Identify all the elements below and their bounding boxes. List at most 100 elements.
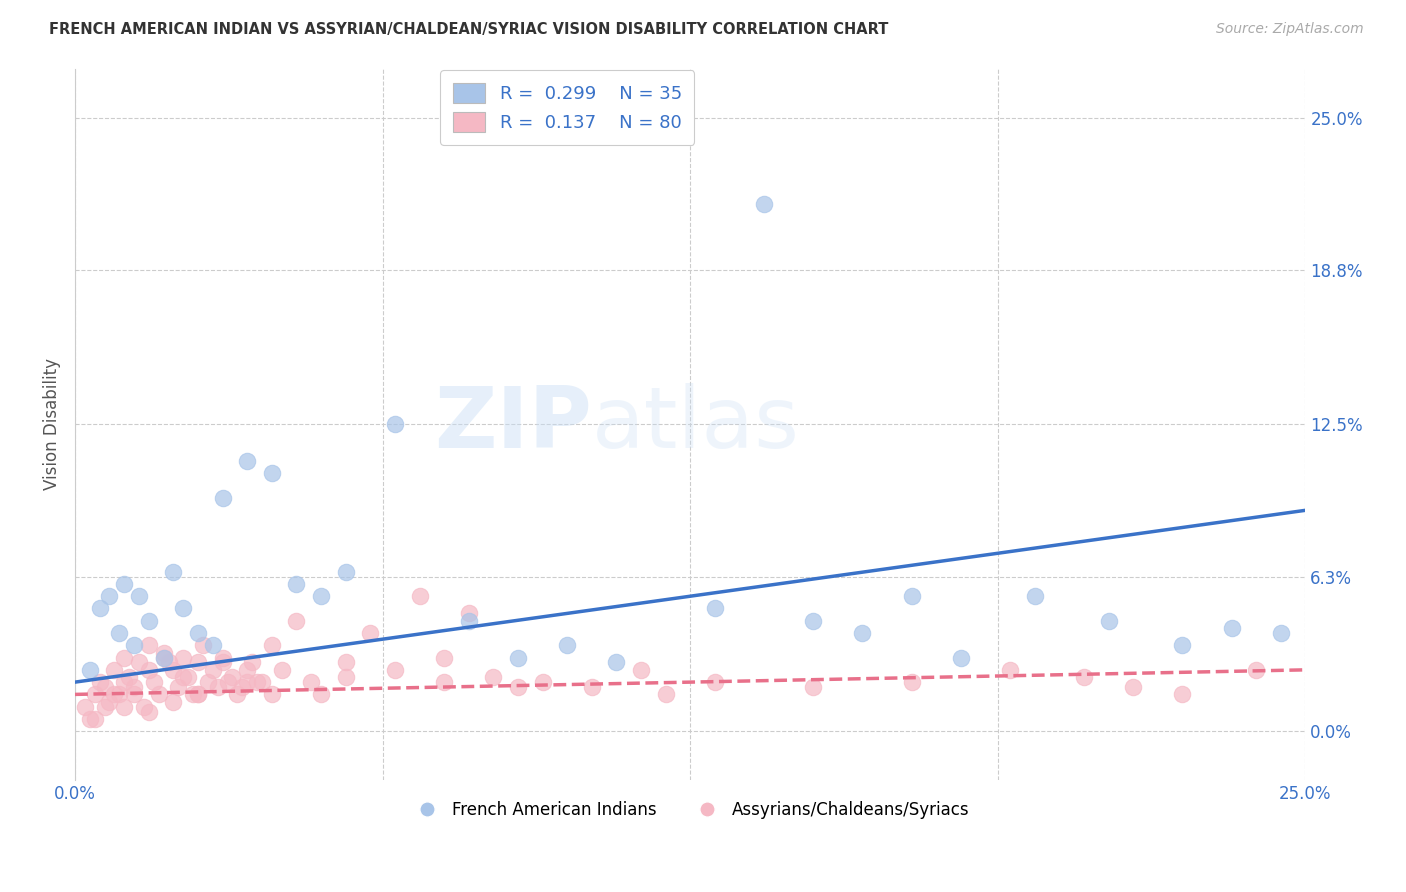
Point	[1270, 626, 1292, 640]
Point	[152, 650, 174, 665]
Point	[138, 638, 160, 652]
Point	[148, 687, 170, 701]
Point	[122, 680, 145, 694]
Point	[433, 675, 456, 690]
Point	[900, 589, 922, 603]
Point	[1171, 638, 1194, 652]
Point	[177, 670, 200, 684]
Point	[191, 638, 214, 652]
Point	[630, 663, 652, 677]
Point	[236, 663, 259, 677]
Point	[211, 491, 233, 505]
Point	[555, 638, 578, 652]
Point	[172, 601, 194, 615]
Point	[83, 712, 105, 726]
Point	[260, 467, 283, 481]
Point	[1122, 680, 1144, 694]
Point	[128, 656, 150, 670]
Point	[1073, 670, 1095, 684]
Point	[162, 565, 184, 579]
Point	[142, 675, 165, 690]
Point	[335, 565, 357, 579]
Text: ZIP: ZIP	[434, 383, 592, 466]
Point	[240, 656, 263, 670]
Point	[851, 626, 873, 640]
Point	[506, 680, 529, 694]
Point	[207, 680, 229, 694]
Point	[138, 614, 160, 628]
Point	[384, 417, 406, 432]
Point	[112, 675, 135, 690]
Point	[801, 680, 824, 694]
Point	[187, 687, 209, 701]
Point	[250, 675, 273, 690]
Point	[581, 680, 603, 694]
Point	[384, 663, 406, 677]
Y-axis label: Vision Disability: Vision Disability	[44, 359, 60, 491]
Point	[1220, 621, 1243, 635]
Point	[167, 680, 190, 694]
Point	[703, 601, 725, 615]
Point	[335, 656, 357, 670]
Point	[531, 675, 554, 690]
Point	[299, 675, 322, 690]
Point	[79, 712, 101, 726]
Text: FRENCH AMERICAN INDIAN VS ASSYRIAN/CHALDEAN/SYRIAC VISION DISABILITY CORRELATION: FRENCH AMERICAN INDIAN VS ASSYRIAN/CHALD…	[49, 22, 889, 37]
Point	[236, 675, 259, 690]
Point	[79, 663, 101, 677]
Point	[83, 687, 105, 701]
Point	[457, 614, 479, 628]
Point	[181, 687, 204, 701]
Point	[187, 656, 209, 670]
Point	[108, 687, 131, 701]
Point	[226, 687, 249, 701]
Point	[221, 670, 243, 684]
Point	[335, 670, 357, 684]
Point	[231, 680, 253, 694]
Point	[172, 670, 194, 684]
Point	[211, 650, 233, 665]
Point	[122, 687, 145, 701]
Point	[236, 454, 259, 468]
Point	[187, 626, 209, 640]
Point	[285, 614, 308, 628]
Point	[1244, 663, 1267, 677]
Point	[408, 589, 430, 603]
Point	[285, 577, 308, 591]
Point	[103, 687, 125, 701]
Point	[270, 663, 292, 677]
Point	[506, 650, 529, 665]
Legend: French American Indians, Assyrians/Chaldeans/Syriacs: French American Indians, Assyrians/Chald…	[404, 794, 976, 825]
Point	[654, 687, 676, 701]
Point	[211, 656, 233, 670]
Point	[201, 638, 224, 652]
Point	[197, 675, 219, 690]
Point	[128, 589, 150, 603]
Point	[112, 699, 135, 714]
Point	[122, 638, 145, 652]
Point	[309, 687, 332, 701]
Point	[309, 589, 332, 603]
Point	[162, 695, 184, 709]
Point	[118, 670, 141, 684]
Point	[93, 680, 115, 694]
Point	[89, 601, 111, 615]
Point	[949, 650, 972, 665]
Point	[132, 699, 155, 714]
Point	[157, 656, 180, 670]
Point	[482, 670, 505, 684]
Text: atlas: atlas	[592, 383, 800, 466]
Point	[246, 675, 269, 690]
Point	[801, 614, 824, 628]
Point	[260, 638, 283, 652]
Point	[93, 699, 115, 714]
Point	[201, 663, 224, 677]
Point	[152, 646, 174, 660]
Point	[89, 675, 111, 690]
Point	[1024, 589, 1046, 603]
Point	[138, 705, 160, 719]
Point	[98, 695, 121, 709]
Point	[752, 196, 775, 211]
Point	[217, 675, 239, 690]
Point	[103, 663, 125, 677]
